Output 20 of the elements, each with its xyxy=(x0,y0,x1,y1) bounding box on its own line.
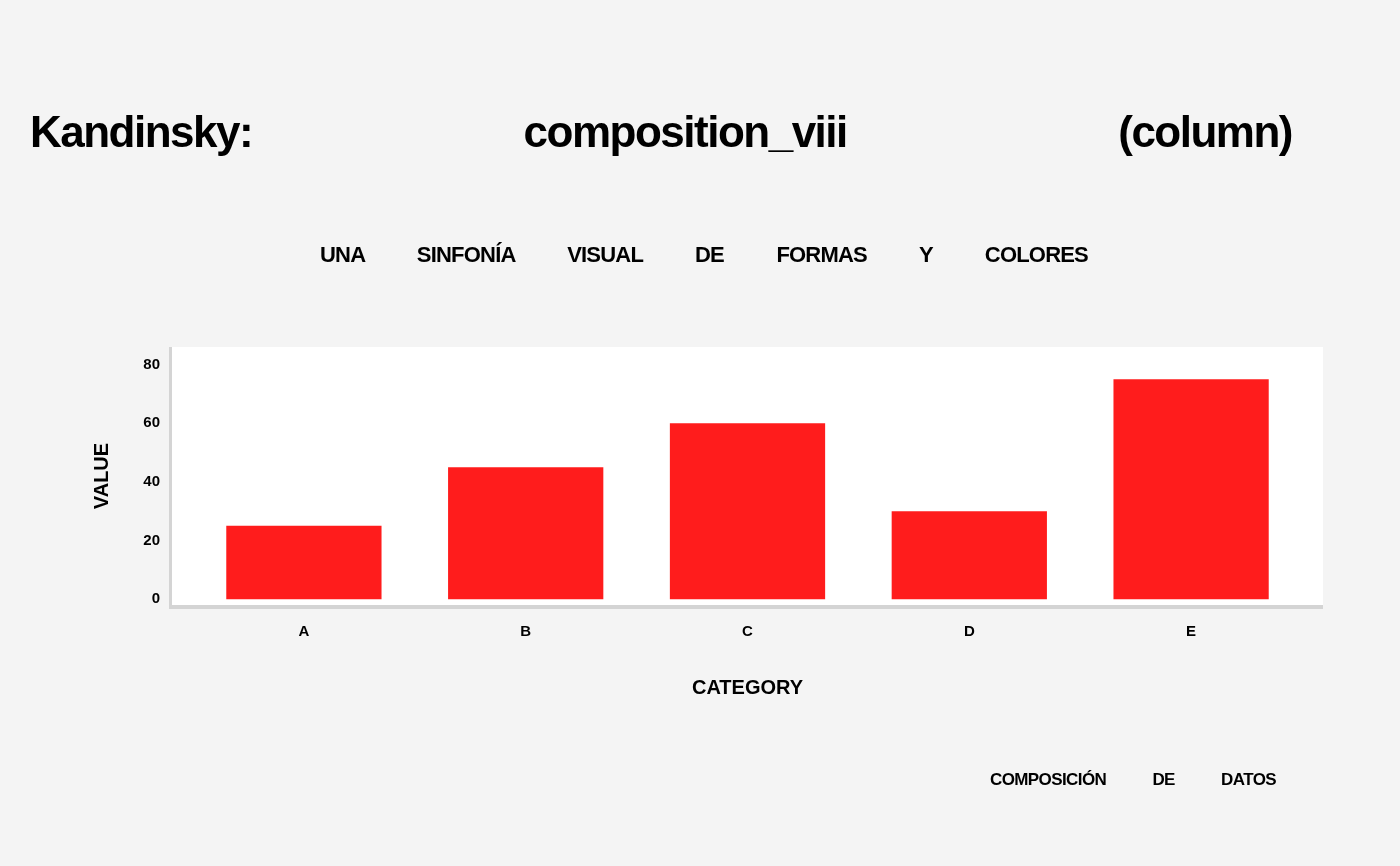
chart-subtitle: UNA SINFONÍA VISUAL DE FORMAS Y COLORES xyxy=(320,242,1088,267)
x-tick-label: E xyxy=(1186,622,1197,640)
y-tick-label: 40 xyxy=(143,472,160,489)
x-tick-label: C xyxy=(742,622,754,640)
x-tick-label: A xyxy=(298,622,310,640)
x-tick-label: D xyxy=(963,622,975,640)
x-tick-label: B xyxy=(520,622,532,640)
bar xyxy=(226,525,382,600)
chart-title: Kandinsky: composition_viii (column) xyxy=(30,107,1292,156)
y-axis-title: VALUE xyxy=(89,442,112,510)
bar xyxy=(1113,379,1269,600)
y-tick-label: 60 xyxy=(143,413,160,431)
bar xyxy=(448,467,604,600)
bar xyxy=(669,423,826,600)
text: COMPOSICIÓN DE DATOS xyxy=(990,770,1276,789)
y-tick-label: 20 xyxy=(143,530,160,548)
y-tick-label: 0 xyxy=(151,589,160,607)
bar xyxy=(891,511,1047,600)
y-tick-label: 80 xyxy=(143,354,160,372)
x-axis-title: CATEGORY xyxy=(691,675,804,698)
